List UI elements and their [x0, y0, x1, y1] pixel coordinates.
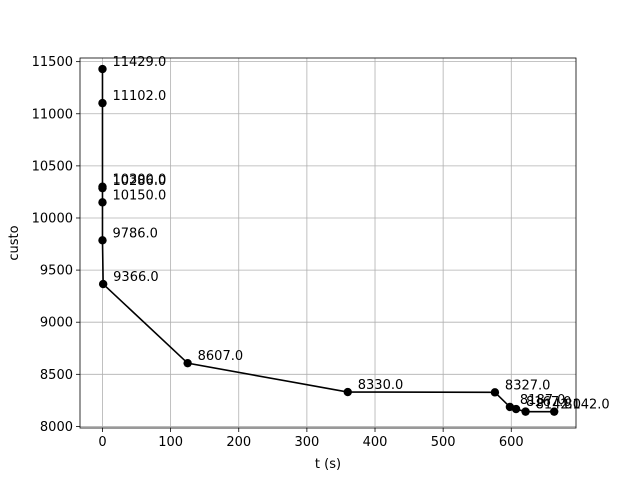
- axes-frame: [79, 57, 577, 429]
- data-label: 9366.0: [113, 270, 158, 285]
- x-tick-label: 0: [98, 435, 106, 450]
- x-axis: 0 100 200 300 400 500 600: [98, 428, 524, 450]
- data-point: [183, 358, 192, 368]
- data-point: [98, 64, 107, 74]
- data-label: 11102.0: [112, 89, 166, 104]
- data-point: [98, 198, 107, 207]
- data-label: 10150.0: [112, 188, 166, 203]
- markers-group: [98, 64, 559, 416]
- y-tick-label: 10500: [32, 159, 73, 174]
- y-tick-label: 10000: [32, 211, 73, 226]
- grid: [80, 58, 576, 428]
- data-label: 9786.0: [112, 226, 158, 241]
- y-tick-label: 9500: [40, 264, 73, 279]
- data-label: 8607.0: [198, 349, 244, 364]
- x-tick-label: 300: [294, 435, 319, 450]
- data-point: [98, 279, 108, 289]
- y-tick-label: 11000: [32, 107, 73, 122]
- data-label: 8142.0: [536, 398, 582, 413]
- data-label: 8187.0: [520, 393, 566, 408]
- data-label: 8167.0: [526, 395, 572, 410]
- data-point: [98, 236, 107, 245]
- data-label: 10300.0: [112, 173, 166, 188]
- data-point: [549, 407, 559, 416]
- y-tick-label: 8500: [40, 368, 73, 383]
- data-point: [521, 407, 530, 416]
- y-axis: 8000 8500 9000 9500 10000 10500 11000 11500: [32, 55, 80, 435]
- y-axis-label: custo: [7, 225, 22, 260]
- data-label: 8142.0: [564, 398, 610, 413]
- y-tick-label: 9000: [40, 316, 73, 331]
- x-axis-label: t (s): [315, 457, 341, 472]
- data-label: 8330.0: [358, 378, 404, 393]
- data-point: [490, 388, 500, 397]
- data-point: [511, 404, 521, 414]
- plot-frame: [79, 57, 577, 429]
- y-tick-label: 8000: [40, 420, 73, 435]
- data-point: [98, 183, 107, 193]
- data-point: [98, 98, 107, 108]
- x-tick-label: 400: [363, 435, 388, 450]
- x-tick-label: 500: [431, 435, 456, 450]
- data-label: 8327.0: [505, 378, 551, 393]
- data-label: 10286.0: [112, 174, 166, 189]
- x-tick-label: 100: [158, 435, 183, 450]
- data-label: 11429.0: [112, 55, 166, 70]
- y-tick-label: 11500: [32, 55, 73, 70]
- data-point: [343, 387, 352, 397]
- x-tick-label: 600: [499, 435, 524, 450]
- x-tick-label: 200: [226, 435, 251, 450]
